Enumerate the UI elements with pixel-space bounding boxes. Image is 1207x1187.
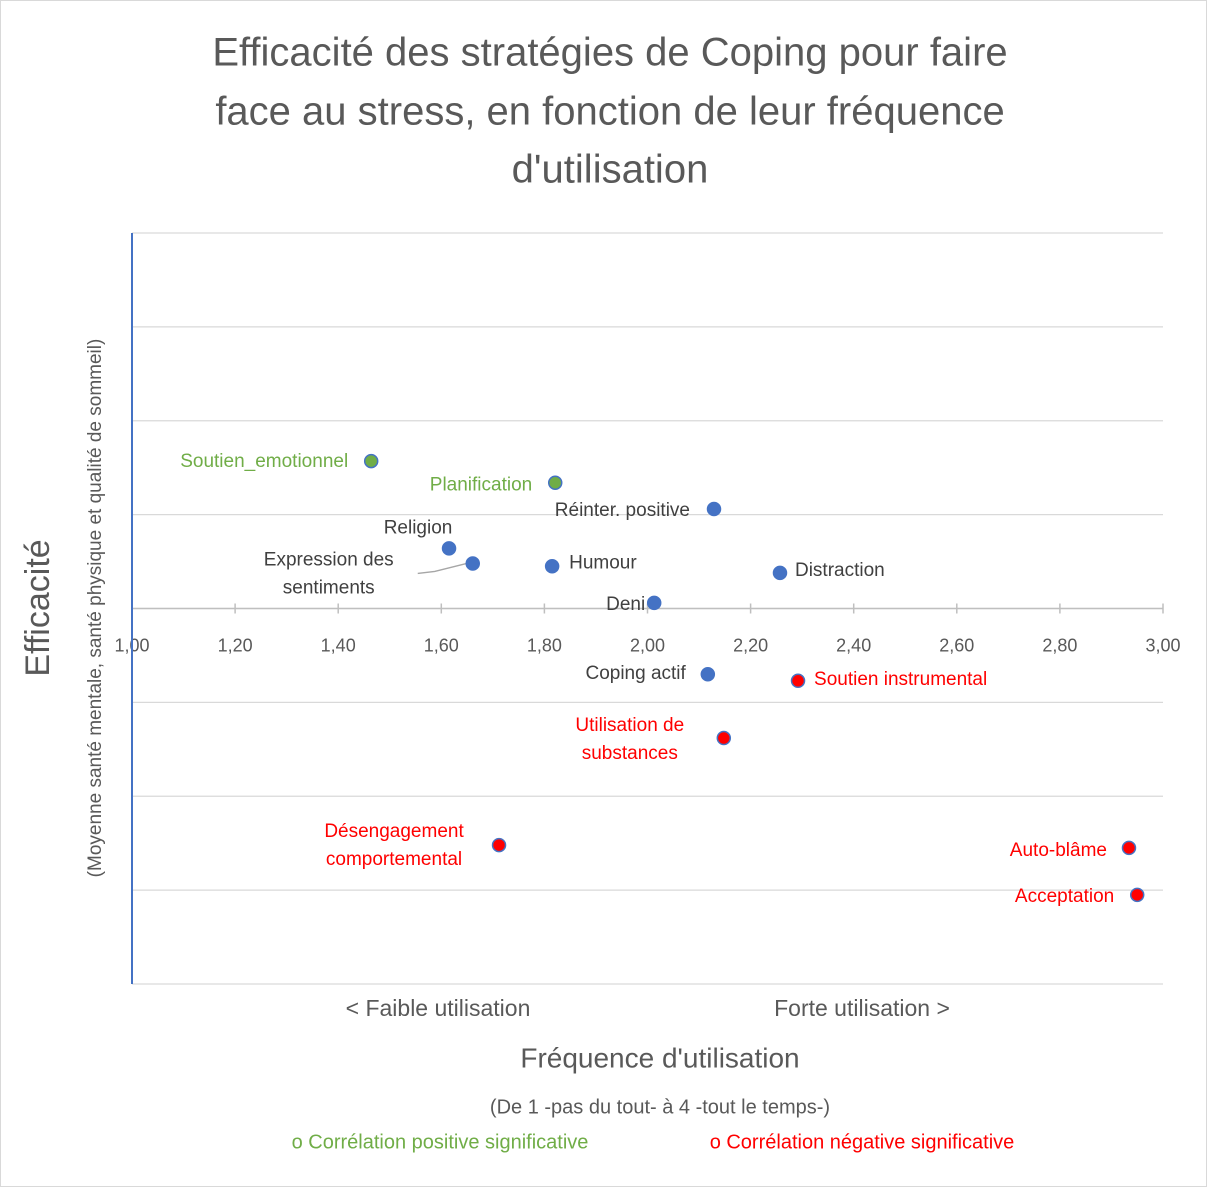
point-label: substances [582,743,678,764]
x-tick-label: 2,20 [733,635,768,655]
point-label: Distraction [795,560,885,581]
x-tick-label: 2,80 [1042,635,1077,655]
y-axis-sublabel: (Moyenne santé mentale, santé physique e… [85,339,106,878]
x-tick-label: 3,00 [1145,635,1180,655]
point [700,666,716,682]
point-label: Coping actif [585,663,686,684]
x-tick-label: 2,40 [836,635,871,655]
point-label: Planification [430,475,532,496]
legend-entry: o Corrélation négative significative [710,1131,1015,1153]
x-tick-label: 1,20 [218,635,253,655]
y-axis-label: Efficacité [19,539,57,676]
x-tick-label: 1,80 [527,635,562,655]
point-label: Acceptation [1015,886,1114,907]
leader-line [417,562,467,575]
x-axis-label: Fréquence d'utilisation [520,1042,799,1073]
x-annotation: Forte utilisation > [774,995,950,1021]
x-tick-label: 2,00 [630,635,665,655]
point [1129,887,1145,903]
point-label: Soutien_emotionnel [180,451,348,472]
point [491,837,507,853]
point [1121,840,1137,856]
point-label: Auto-blâme [1010,840,1107,861]
point-label: Deni [606,594,645,615]
point-label: Religion [384,517,453,538]
point-label: Soutien instrumental [814,669,987,690]
legend-entry: o Corrélation positive significative [292,1131,589,1153]
point [363,453,379,469]
x-annotation: < Faible utilisation [346,995,531,1021]
point-label: Expression des [264,549,394,570]
x-tick-label: 2,60 [939,635,974,655]
point [716,730,732,746]
point-label: Humour [569,552,637,573]
point [544,559,560,574]
chart-title: d'utilisation [512,148,709,192]
point [441,541,457,556]
point-label: sentiments [283,577,375,598]
point [465,556,480,571]
point [646,595,662,611]
x-tick-label: 1,60 [424,635,459,655]
point [547,475,563,490]
point-label: Utilisation de [575,715,684,736]
chart-title: face au stress, en fonction de leur fréq… [215,90,1004,134]
point-label: comportemental [326,849,462,870]
point [706,501,722,517]
point-label: Désengagement [324,821,464,842]
x-tick-label: 1,40 [321,635,356,655]
point [790,673,806,689]
chart-title: Efficacité des stratégies de Coping pour… [212,31,1007,75]
point [772,565,788,581]
point-label: Réinter. positive [555,500,690,521]
x-axis-sublabel: (De 1 -pas du tout- à 4 -tout le temps-) [490,1096,830,1118]
